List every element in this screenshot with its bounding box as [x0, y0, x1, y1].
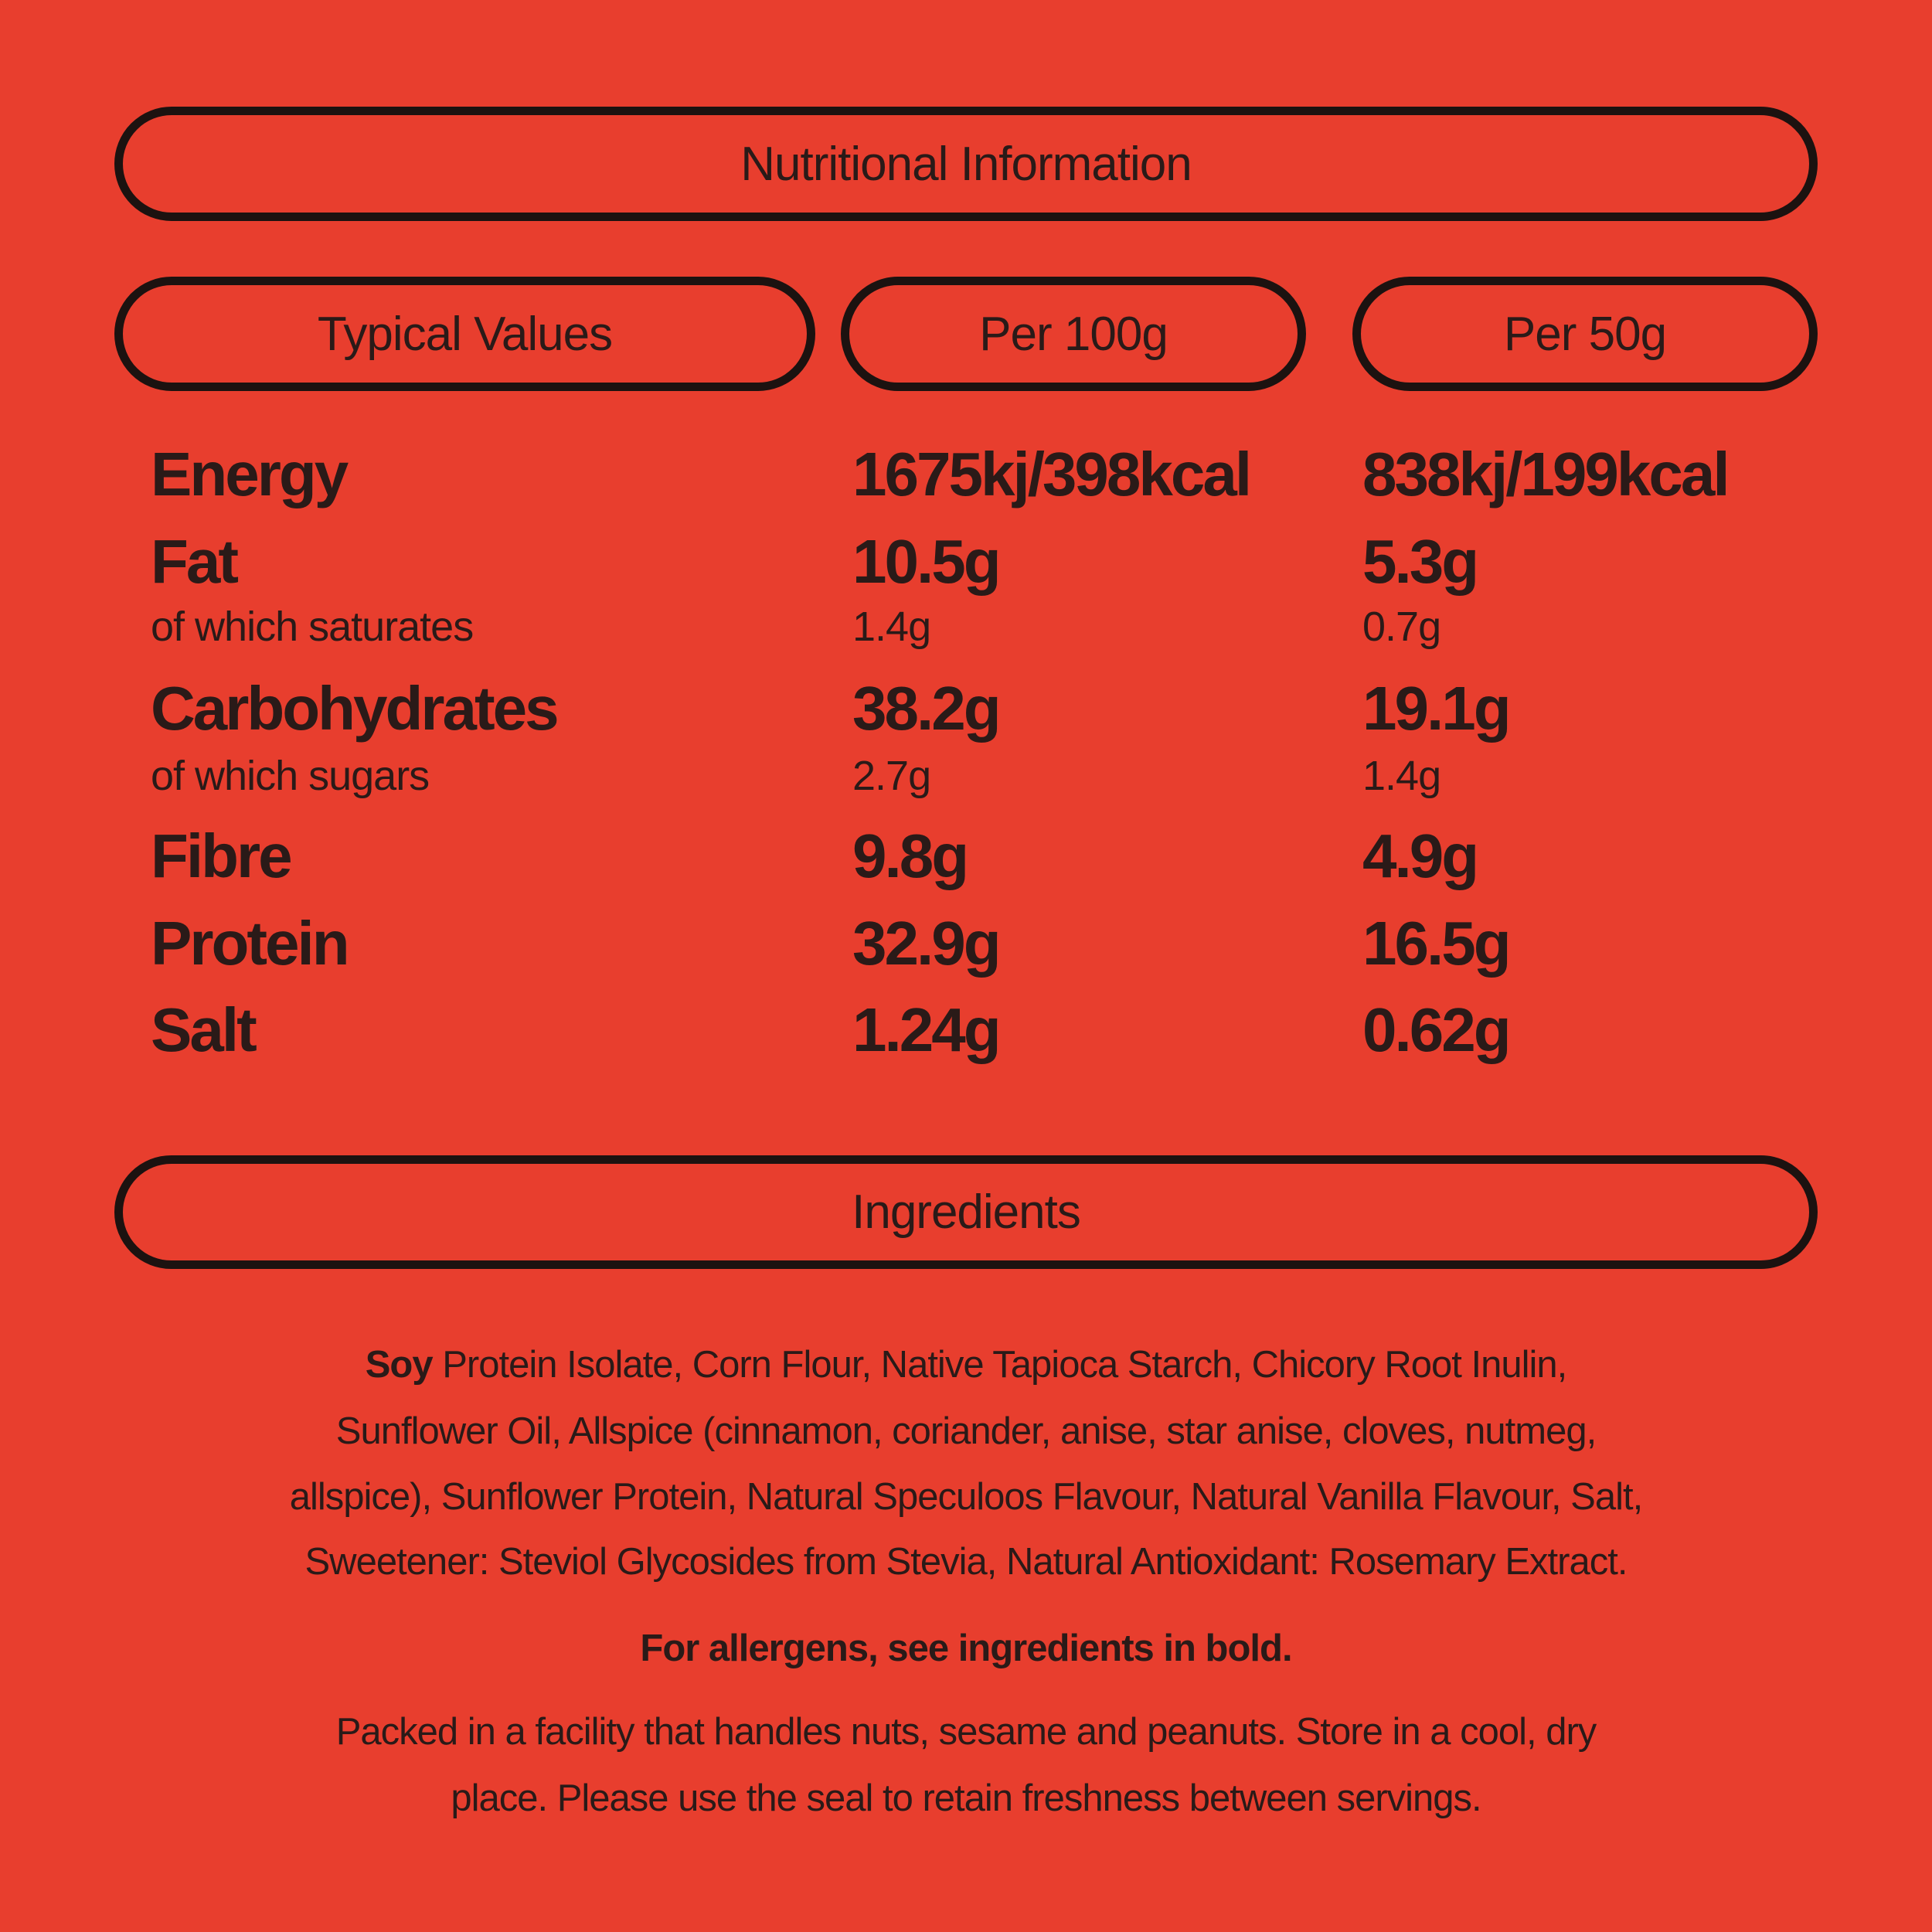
header-typical-values: Typical Values — [114, 277, 815, 391]
value-per-50g: 19.1g — [1362, 674, 1512, 743]
storage-note: Packed in a facility that handles nuts, … — [335, 1711, 1597, 1753]
row-label: of which saturates — [151, 604, 474, 650]
value-per-100g: 2.7g — [852, 753, 931, 799]
row-label: Fibre — [151, 821, 293, 890]
value-per-100g: 1.24g — [852, 995, 1002, 1064]
nutrition-title: Nutritional Information — [114, 107, 1818, 221]
allergen-soy: Soy — [365, 1344, 434, 1386]
value-per-100g: 38.2g — [852, 674, 1002, 743]
ingredients-title: Ingredients — [114, 1155, 1818, 1269]
row-label: Carbohydrates — [151, 674, 560, 743]
row-label: Fat — [151, 527, 239, 596]
value-per-50g: 838kj/199kcal — [1362, 440, 1730, 509]
row-label: Salt — [151, 995, 257, 1064]
header-per-100g: Per 100g — [841, 277, 1306, 391]
value-per-100g: 1.4g — [852, 604, 931, 650]
allergen-note: For allergens, see ingredients in bold. — [640, 1628, 1292, 1669]
row-label: of which sugars — [151, 753, 430, 799]
value-per-50g: 0.7g — [1362, 604, 1441, 650]
value-per-50g: 4.9g — [1362, 821, 1479, 890]
header-per-50g: Per 50g — [1352, 277, 1818, 391]
value-per-50g: 0.62g — [1362, 995, 1512, 1064]
ingredients-text: Protein Isolate, Corn Flour, Native Tapi… — [432, 1344, 1567, 1386]
value-per-50g: 1.4g — [1362, 753, 1441, 799]
value-per-50g: 5.3g — [1362, 527, 1479, 596]
ingredients-line: Sunflower Oil, Allspice (cinnamon, coria… — [335, 1410, 1597, 1452]
value-per-50g: 16.5g — [1362, 909, 1512, 978]
row-label: Energy — [151, 440, 349, 509]
ingredients-line: Sweetener: Steviol Glycosides from Stevi… — [304, 1541, 1628, 1583]
ingredients-line: allspice), Sunflower Protein, Natural Sp… — [289, 1476, 1643, 1518]
value-per-100g: 32.9g — [852, 909, 1002, 978]
ingredients-line: Soy Protein Isolate, Corn Flour, Native … — [0, 1343, 1932, 1386]
value-per-100g: 9.8g — [852, 821, 969, 890]
value-per-100g: 10.5g — [852, 527, 1002, 596]
storage-note: place. Please use the seal to retain fre… — [451, 1777, 1481, 1819]
value-per-100g: 1675kj/398kcal — [852, 440, 1252, 509]
row-label: Protein — [151, 909, 350, 978]
